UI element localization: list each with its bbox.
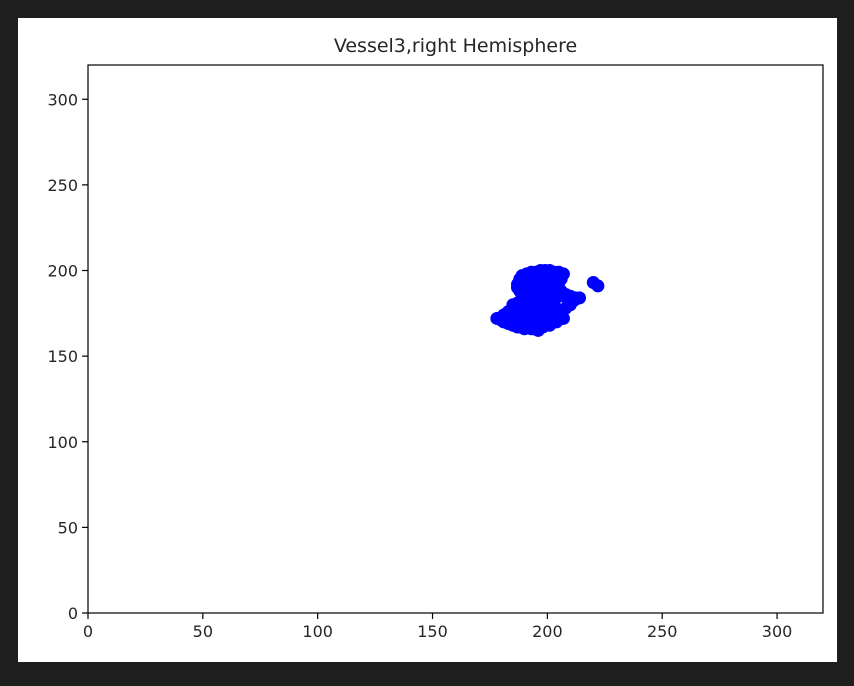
data-point bbox=[513, 310, 527, 324]
x-tick-label: 250 bbox=[647, 622, 678, 641]
chart-figure: Vessel3,right Hemisphere 0 50 100 150 200 250… bbox=[18, 18, 837, 662]
data-point bbox=[547, 275, 561, 289]
y-tick-label: 200 bbox=[47, 262, 78, 281]
x-tick-label: 200 bbox=[532, 622, 563, 641]
x-tick-label: 100 bbox=[302, 622, 333, 641]
data-point bbox=[538, 275, 552, 289]
x-tick-label: 300 bbox=[762, 622, 793, 641]
data-point bbox=[522, 310, 536, 324]
data-point bbox=[540, 308, 554, 322]
x-tick-label: 150 bbox=[417, 622, 448, 641]
x-tick-label: 0 bbox=[83, 622, 93, 641]
y-tick-label: 300 bbox=[47, 90, 78, 109]
y-tick-label: 0 bbox=[68, 604, 78, 623]
chart-title: Vessel3,right Hemisphere bbox=[334, 35, 577, 57]
data-point bbox=[568, 291, 582, 305]
y-axis-ticks: 0 50 100 150 200 250 300 bbox=[47, 90, 88, 623]
y-tick-label: 150 bbox=[47, 347, 78, 366]
axes-frame bbox=[87, 64, 824, 614]
scatter-points bbox=[490, 264, 605, 337]
y-tick-label: 50 bbox=[58, 518, 78, 537]
y-tick-label: 250 bbox=[47, 176, 78, 195]
x-axis-ticks: 0 50 100 150 200 250 300 bbox=[83, 613, 792, 641]
data-point bbox=[591, 279, 605, 293]
data-point bbox=[556, 311, 570, 325]
scatter-chart: Vessel3,right Hemisphere 0 50 100 150 200 250… bbox=[47, 35, 824, 641]
x-tick-label: 50 bbox=[193, 622, 213, 641]
y-tick-label: 100 bbox=[47, 433, 78, 452]
